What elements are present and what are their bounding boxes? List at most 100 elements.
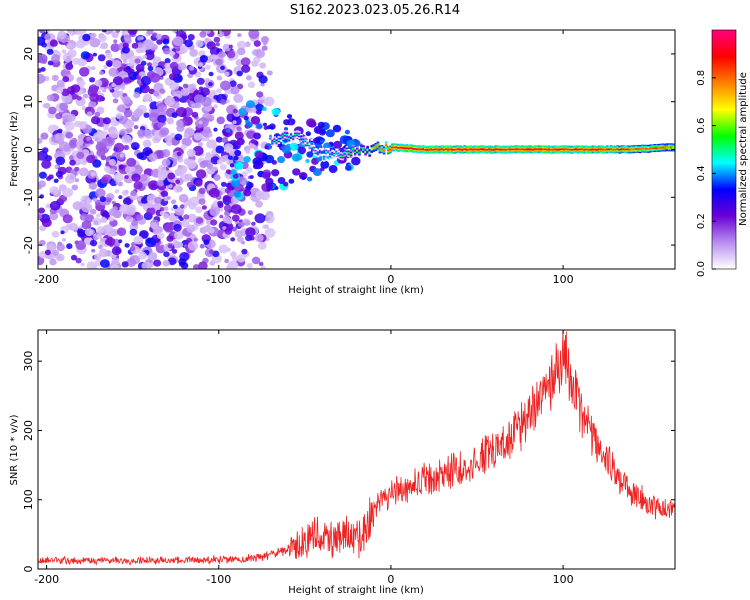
heatmap-cell bbox=[209, 89, 217, 97]
heatmap-ridge-cell bbox=[325, 151, 328, 153]
heatmap-cell bbox=[195, 217, 204, 224]
heatmap-ridge-cell bbox=[482, 148, 485, 151]
heatmap-cell bbox=[177, 62, 187, 71]
heatmap-ridge-cell bbox=[438, 148, 442, 151]
heatmap-cell bbox=[51, 54, 61, 63]
heatmap-cell bbox=[75, 39, 86, 49]
heatmap-ridge-cell bbox=[519, 148, 522, 151]
heatmap-cell bbox=[147, 203, 154, 209]
heatmap-ridge-cell bbox=[356, 149, 359, 152]
heatmap-cell bbox=[41, 218, 52, 228]
heatmap-cell bbox=[209, 206, 220, 217]
heatmap-ridge-cell bbox=[562, 148, 566, 151]
heatmap-ridge-cell bbox=[471, 148, 475, 151]
heatmap-cell bbox=[224, 258, 230, 264]
heatmap-cell bbox=[130, 142, 140, 151]
heatmap-cell bbox=[112, 98, 119, 104]
heatmap-cell bbox=[39, 194, 45, 199]
snr-frame-bg bbox=[38, 330, 675, 569]
heatmap-ridge-cell bbox=[399, 146, 402, 149]
heatmap-cell bbox=[72, 201, 83, 211]
heatmap-cell bbox=[238, 108, 247, 116]
heatmap-cell bbox=[241, 64, 251, 74]
heatmap-ridge-cell bbox=[322, 156, 326, 159]
heatmap-cell bbox=[40, 67, 46, 72]
heatmap-cell bbox=[100, 237, 105, 242]
heatmap-cell bbox=[38, 256, 45, 266]
heatmap-cell bbox=[193, 132, 203, 141]
heatmap-cell bbox=[222, 154, 229, 161]
heatmap-cell bbox=[227, 260, 239, 269]
heatmap-cell bbox=[162, 260, 170, 267]
heatmap-cell bbox=[98, 244, 103, 250]
heatmap-ridge-cell bbox=[510, 148, 514, 151]
heatmap-cells bbox=[38, 30, 361, 269]
heatmap-ridge-cell bbox=[289, 135, 293, 138]
heatmap-cell bbox=[251, 256, 261, 265]
heatmap-cell bbox=[119, 130, 126, 136]
heatmap-ridge-cell bbox=[564, 148, 568, 151]
heatmap-cell bbox=[205, 152, 211, 157]
heatmap-cell bbox=[254, 213, 266, 224]
heatmap-ridge-cell bbox=[436, 148, 440, 151]
heatmap-cell bbox=[116, 227, 127, 236]
heatmap-cell bbox=[246, 130, 256, 140]
heatmap-cell bbox=[118, 195, 123, 200]
heatmap-ridge-cell bbox=[630, 148, 634, 151]
heatmap-cell bbox=[266, 183, 274, 190]
colorbar-ticks: 0.0 0.2 0.4 0.6 0.8 bbox=[696, 70, 716, 277]
heatmap-cell bbox=[332, 124, 342, 133]
heatmap-ridge-cell bbox=[337, 153, 340, 156]
heatmap-ridge-cell bbox=[380, 148, 384, 150]
heatmap-cell bbox=[120, 52, 129, 61]
heatmap-ridge-cell bbox=[428, 148, 431, 151]
heatmap-cell bbox=[179, 217, 184, 222]
heatmap-cell bbox=[99, 45, 104, 49]
heatmap-cell bbox=[245, 149, 251, 155]
heatmap-cell bbox=[91, 248, 96, 253]
heatmap-cell bbox=[196, 77, 205, 85]
heatmap-cell bbox=[38, 53, 48, 64]
heatmap-cell bbox=[92, 197, 98, 202]
heatmap-cell bbox=[93, 132, 104, 142]
heatmap-ridge-cell bbox=[599, 148, 603, 151]
heatmap-cell bbox=[129, 228, 138, 236]
heatmap-cell bbox=[46, 48, 54, 55]
heatmap-ridge-cell bbox=[366, 148, 369, 151]
heatmap-cell bbox=[71, 184, 79, 191]
heatmap-cell bbox=[208, 71, 214, 77]
heatmap-ridge-cell bbox=[360, 146, 363, 149]
heatmap-cell bbox=[232, 108, 238, 114]
heatmap-cell bbox=[198, 187, 206, 194]
heatmap-ridge-cell bbox=[279, 136, 283, 138]
heatmap-cell bbox=[100, 176, 109, 184]
heatmap-cell bbox=[266, 70, 273, 76]
heatmap-cell bbox=[70, 254, 78, 261]
heatmap-cell bbox=[260, 266, 266, 269]
heatmap-cell bbox=[102, 117, 111, 125]
heatmap-ridge-cell bbox=[525, 148, 528, 151]
heatmap-ridge-cell bbox=[670, 146, 673, 149]
heatmap-cell bbox=[254, 150, 263, 159]
heatmap-cell bbox=[61, 49, 67, 54]
heatmap-cell bbox=[122, 96, 131, 105]
heatmap-ridge-cell bbox=[577, 148, 580, 151]
heatmap-cell bbox=[139, 174, 148, 182]
heatmap-cell bbox=[297, 146, 307, 155]
heatmap-ridge-cell bbox=[465, 148, 469, 151]
heatmap-cell bbox=[148, 112, 159, 122]
heatmap-ridge-cell bbox=[568, 148, 572, 151]
heatmap-cell bbox=[105, 52, 113, 59]
heatmap-cell bbox=[248, 30, 260, 39]
heatmap-cell bbox=[243, 189, 252, 197]
heatmap-ridge-cell bbox=[527, 148, 531, 151]
heatmap-cell bbox=[325, 129, 335, 138]
heatmap-cell bbox=[255, 200, 263, 208]
spectrogram-ylabel: Frequency (Hz) bbox=[9, 111, 20, 187]
heatmap-ridge-cell bbox=[508, 148, 512, 151]
heatmap-cell bbox=[213, 36, 221, 43]
heatmap-ridge-cell bbox=[273, 139, 276, 142]
heatmap-cell bbox=[187, 213, 197, 223]
heatmap-cell bbox=[113, 142, 125, 153]
heatmap-ridge-cell bbox=[358, 151, 361, 154]
